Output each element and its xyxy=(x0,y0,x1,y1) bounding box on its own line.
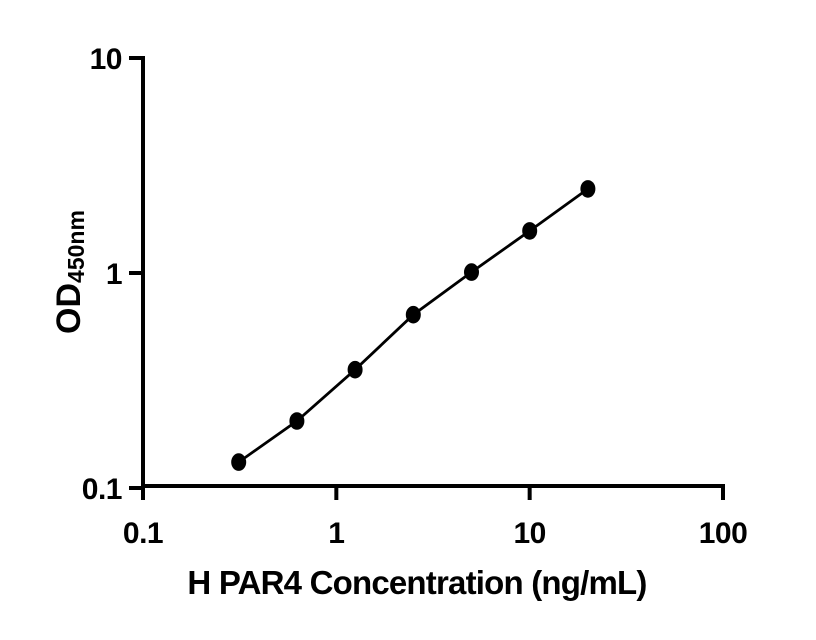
y-tick-label: 1 xyxy=(106,258,122,291)
data-point xyxy=(405,305,421,324)
y-tick-label: 10 xyxy=(90,43,122,76)
x-tick-label: 0.1 xyxy=(123,517,163,550)
x-tick-label: 10 xyxy=(513,517,545,550)
series-points-group xyxy=(231,180,596,471)
x-axis-title: H PAR4 Concentration (ng/mL) xyxy=(187,564,646,601)
y-tick-label: 0.1 xyxy=(82,473,122,506)
x-tick-label: 100 xyxy=(699,517,748,550)
y-axis-title: OD450nm xyxy=(50,210,89,334)
data-point xyxy=(231,453,247,471)
data-point xyxy=(347,360,363,379)
data-point xyxy=(580,180,596,198)
data-point xyxy=(464,263,479,281)
data-point xyxy=(289,412,305,430)
y-axis-title-subscript: 450nm xyxy=(63,210,89,283)
data-point xyxy=(522,222,538,240)
y-axis-ticks: 0.1 1 10 xyxy=(82,43,143,506)
x-tick-label: 1 xyxy=(328,517,344,550)
x-axis-ticks: 0.1 1 10 100 xyxy=(123,486,748,550)
y-axis-title-main: OD xyxy=(50,283,88,334)
